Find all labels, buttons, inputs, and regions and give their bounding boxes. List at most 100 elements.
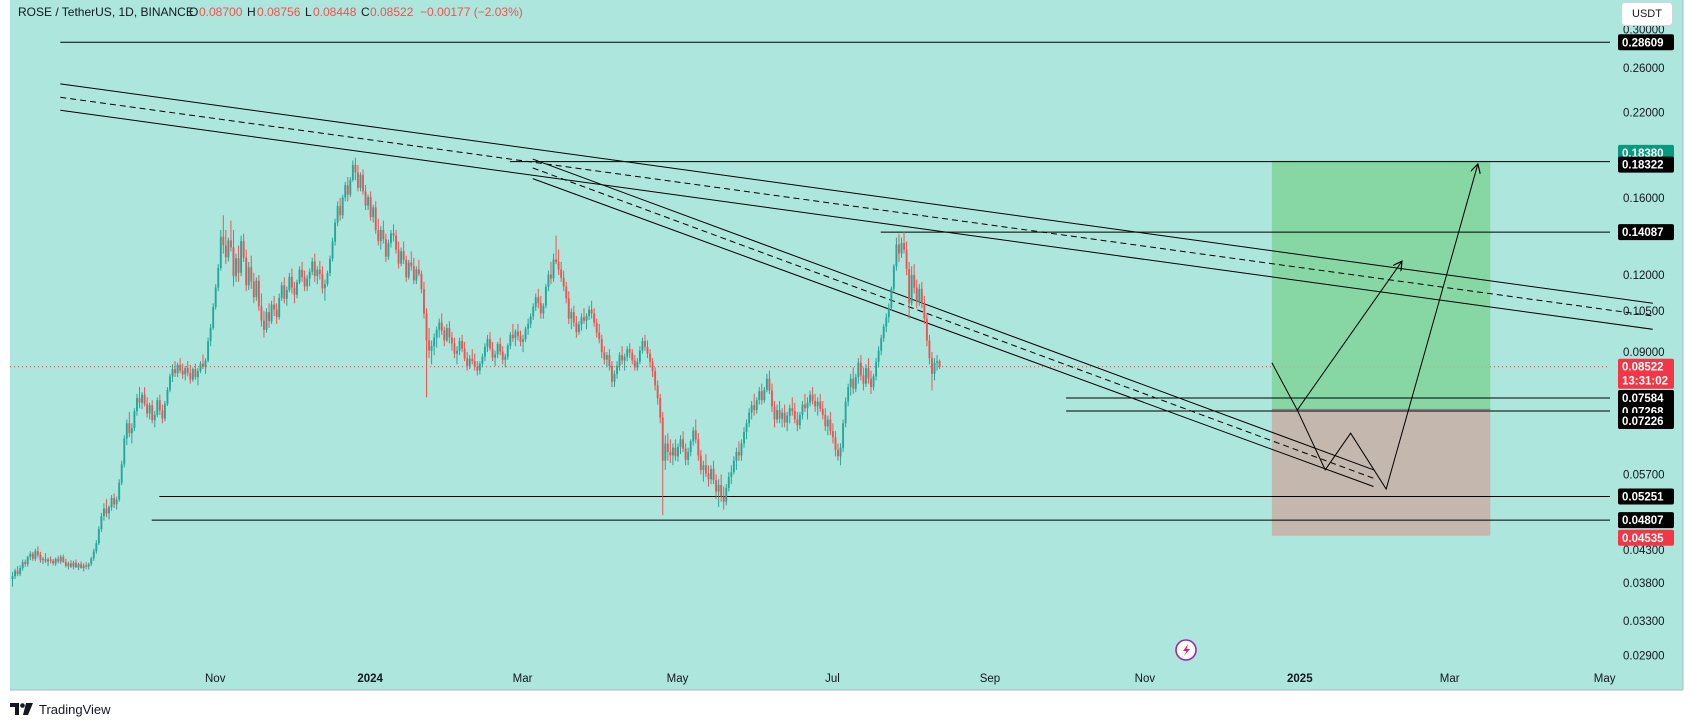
- candle-body: [626, 349, 629, 357]
- price-tag-value: 0.04807: [1622, 515, 1664, 527]
- candle: [938, 359, 941, 370]
- candle: [377, 218, 380, 246]
- currency-button[interactable]: USDT: [1621, 2, 1673, 26]
- candle-body: [532, 306, 535, 317]
- price-tick-label: 0.09000: [1623, 347, 1665, 359]
- candle: [793, 402, 796, 424]
- candle: [814, 393, 817, 412]
- candle-body: [517, 331, 519, 337]
- candle-body: [704, 465, 707, 474]
- candle: [915, 279, 918, 309]
- candle-body: [593, 313, 596, 323]
- candle: [34, 548, 37, 561]
- price-tick-label: 0.22000: [1623, 108, 1665, 120]
- candle: [656, 380, 659, 405]
- candle-body: [768, 378, 771, 391]
- candle-body: [280, 285, 283, 298]
- price-tag-bg: [1618, 529, 1674, 546]
- candle-body: [69, 563, 72, 567]
- candle: [217, 264, 220, 292]
- candle-body: [837, 449, 839, 457]
- candle-body: [435, 329, 438, 338]
- candle: [900, 237, 903, 258]
- price-tick-label: 0.30000: [1623, 25, 1665, 37]
- candle-body: [311, 261, 314, 272]
- candle: [776, 404, 778, 424]
- candle: [920, 281, 923, 309]
- candle-body: [872, 376, 875, 388]
- target-zone: [1271, 160, 1491, 410]
- candle: [397, 241, 400, 269]
- candle-body: [552, 259, 555, 279]
- candle: [862, 367, 865, 391]
- candle-body: [603, 352, 606, 360]
- candle: [222, 215, 225, 254]
- candle: [359, 172, 362, 192]
- candle: [641, 337, 644, 354]
- candle-body: [153, 414, 156, 421]
- candle: [824, 408, 827, 432]
- candle-body: [819, 401, 822, 409]
- candle: [75, 559, 77, 569]
- candle: [339, 197, 342, 221]
- trend-line-0: [60, 83, 1653, 304]
- candle-body: [898, 244, 900, 254]
- candle-body: [557, 261, 560, 270]
- candle-body: [679, 439, 682, 447]
- candle-body: [875, 361, 878, 377]
- candle-body: [880, 338, 883, 351]
- candle: [280, 281, 283, 301]
- candle: [326, 270, 329, 287]
- candle: [410, 251, 413, 271]
- candle: [743, 427, 745, 448]
- candle: [308, 268, 311, 287]
- candle: [854, 373, 857, 393]
- candle-body: [463, 348, 466, 359]
- candle: [527, 318, 530, 335]
- price-tag-last: 0.08522 13:31:02: [1618, 358, 1674, 389]
- candle-body: [847, 387, 850, 402]
- candle: [329, 255, 331, 277]
- candle: [872, 373, 875, 391]
- candle-body: [115, 499, 118, 505]
- candle-body: [95, 543, 98, 552]
- candle-body: [710, 468, 712, 480]
- legend-symbol[interactable]: ROSE / TetherUS, 1D, BINANCE: [18, 5, 194, 19]
- candle: [14, 568, 16, 579]
- candle: [412, 257, 415, 285]
- candle: [59, 555, 62, 565]
- candle-body: [829, 419, 832, 432]
- candle-body: [77, 564, 80, 568]
- candle: [400, 247, 403, 267]
- candle: [704, 454, 707, 477]
- candle-body: [36, 551, 39, 556]
- candle-body: [730, 472, 733, 477]
- candle-body: [80, 564, 83, 569]
- candle-body: [229, 240, 232, 248]
- candle-body: [255, 280, 258, 298]
- brand[interactable]: TradingView: [10, 700, 111, 718]
- candle-body: [585, 315, 588, 321]
- candle: [31, 551, 34, 561]
- candle-body: [539, 303, 542, 314]
- candle-body: [745, 423, 748, 432]
- candle: [102, 503, 105, 521]
- candle-body: [857, 362, 860, 378]
- candle-body: [649, 353, 651, 362]
- candle: [100, 512, 103, 532]
- price-tag-bg: [1618, 512, 1674, 529]
- candle: [138, 387, 141, 409]
- candle-body: [514, 331, 517, 339]
- candle-body: [194, 369, 197, 378]
- candle: [323, 279, 326, 301]
- trend-channels: [60, 83, 1653, 487]
- candle: [186, 361, 189, 377]
- price-tag-bg: [1618, 358, 1674, 389]
- candle: [90, 556, 93, 567]
- candle-body: [443, 330, 446, 341]
- candle: [786, 411, 789, 432]
- candle-body: [499, 343, 502, 352]
- candle-body: [97, 529, 100, 544]
- replay-icon[interactable]: [1175, 639, 1197, 661]
